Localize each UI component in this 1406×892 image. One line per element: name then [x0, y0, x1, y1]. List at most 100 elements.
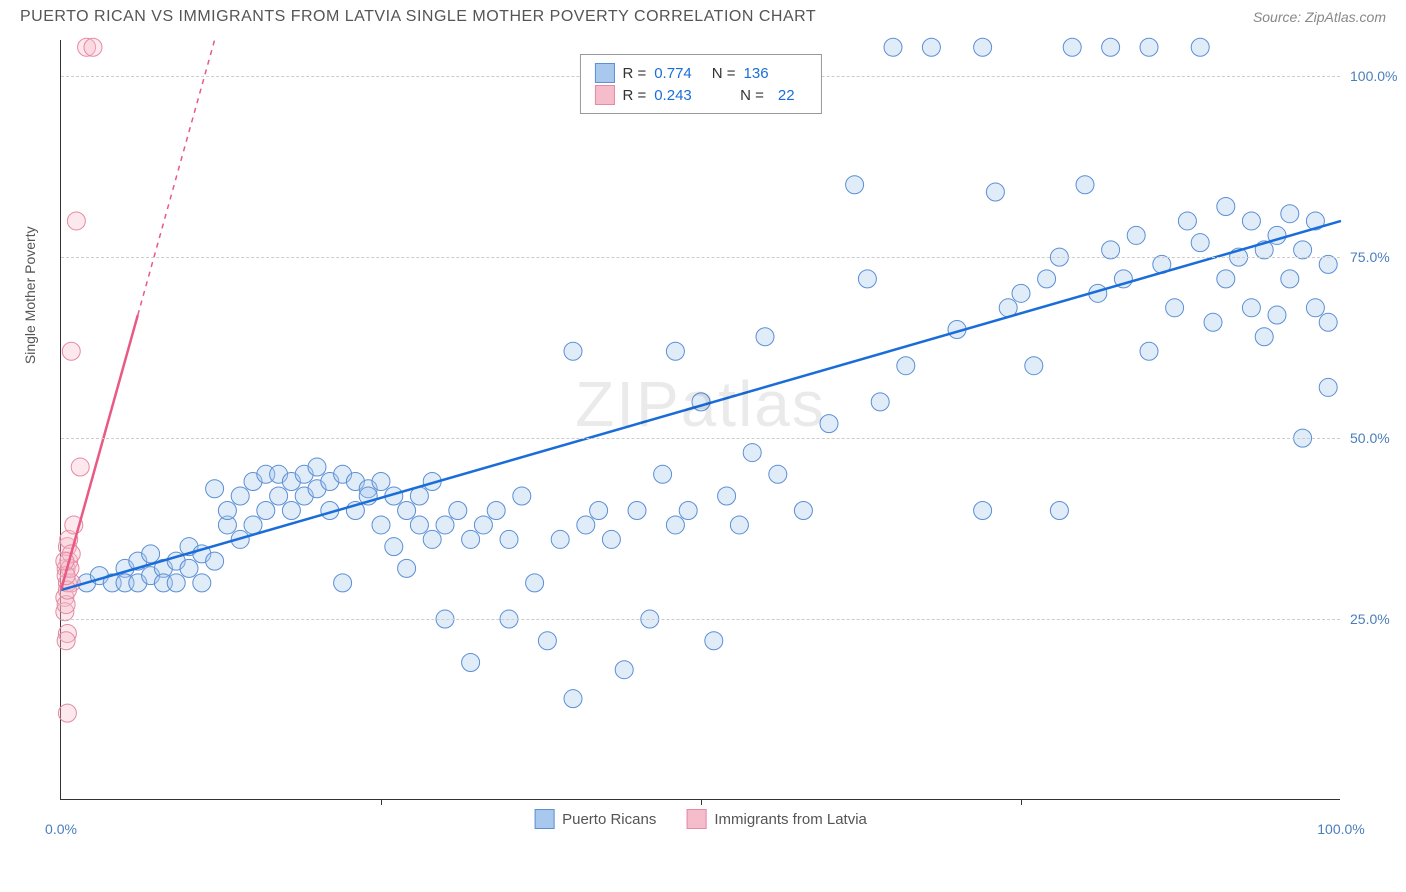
data-point [270, 487, 288, 505]
x-tick-mark [381, 799, 382, 805]
data-point [756, 328, 774, 346]
gridline-h [61, 438, 1340, 439]
data-point [628, 501, 646, 519]
x-tick-label: 0.0% [45, 821, 77, 837]
legend-bottom-label-1: Puerto Ricans [562, 811, 656, 828]
data-point [474, 516, 492, 534]
data-point [513, 487, 531, 505]
legend-bottom-label-2: Immigrants from Latvia [714, 811, 867, 828]
plot-area: ZIPatlas R = 0.774 N = 136 R = 0.243 0 N… [60, 40, 1340, 800]
data-point [679, 501, 697, 519]
r-label-1: R = [622, 65, 646, 82]
data-point [1076, 176, 1094, 194]
legend-bottom-item-1: Puerto Ricans [534, 809, 656, 829]
chart-title: PUERTO RICAN VS IMMIGRANTS FROM LATVIA S… [20, 8, 816, 26]
r-value-2: 0.243 [654, 87, 692, 104]
data-point [372, 516, 390, 534]
data-point [398, 501, 416, 519]
data-point [398, 559, 416, 577]
data-point [142, 545, 160, 563]
legend-swatch-blue [594, 63, 614, 83]
data-point [308, 458, 326, 476]
data-point [615, 661, 633, 679]
data-point [922, 38, 940, 56]
data-point [1140, 342, 1158, 360]
data-point [180, 559, 198, 577]
data-point [1319, 313, 1337, 331]
y-tick-label: 50.0% [1350, 430, 1406, 446]
data-point [858, 270, 876, 288]
n-label-2: N = [740, 87, 764, 104]
legend-stats-box: R = 0.774 N = 136 R = 0.243 0 N = 22 [579, 54, 821, 114]
data-point [1204, 313, 1222, 331]
data-point [1038, 270, 1056, 288]
data-point [1242, 212, 1260, 230]
data-point [1255, 328, 1273, 346]
data-point [1063, 38, 1081, 56]
data-point [602, 530, 620, 548]
data-point [1191, 234, 1209, 252]
data-point [244, 516, 262, 534]
data-point [62, 342, 80, 360]
data-point [1012, 284, 1030, 302]
data-point [385, 538, 403, 556]
y-tick-label: 75.0% [1350, 249, 1406, 265]
data-point [282, 501, 300, 519]
data-point [769, 465, 787, 483]
data-point [1102, 38, 1120, 56]
x-tick-mark [701, 799, 702, 805]
gridline-h [61, 257, 1340, 258]
data-point [730, 516, 748, 534]
trendline [61, 221, 1341, 590]
legend-bottom-item-2: Immigrants from Latvia [686, 809, 867, 829]
data-point [372, 473, 390, 491]
data-point [167, 574, 185, 592]
data-point [1050, 501, 1068, 519]
x-tick-mark [1021, 799, 1022, 805]
gridline-h [61, 619, 1340, 620]
data-point [718, 487, 736, 505]
data-point [58, 704, 76, 722]
legend-swatch-pink [594, 85, 614, 105]
data-point [974, 501, 992, 519]
data-point [1306, 299, 1324, 317]
data-point [564, 342, 582, 360]
data-point [1268, 306, 1286, 324]
legend-bottom: Puerto Ricans Immigrants from Latvia [534, 809, 867, 829]
data-point [820, 415, 838, 433]
data-point [846, 176, 864, 194]
legend-stats-row-1: R = 0.774 N = 136 [594, 63, 806, 83]
data-point [193, 574, 211, 592]
scatter-svg [61, 40, 1340, 799]
source-name: ZipAtlas.com [1305, 9, 1386, 25]
data-point [67, 212, 85, 230]
data-point [1319, 378, 1337, 396]
data-point [705, 632, 723, 650]
data-point [487, 501, 505, 519]
data-point [897, 357, 915, 375]
data-point [1140, 38, 1158, 56]
data-point [1178, 212, 1196, 230]
data-point [57, 632, 75, 650]
data-point [666, 342, 684, 360]
data-point [577, 516, 595, 534]
data-point [84, 38, 102, 56]
data-point [871, 393, 889, 411]
y-tick-label: 25.0% [1350, 611, 1406, 627]
r-value-1: 0.774 [654, 65, 692, 82]
chart-container: Single Mother Poverty ZIPatlas R = 0.774… [20, 30, 1386, 820]
data-point [423, 530, 441, 548]
data-point [551, 530, 569, 548]
n-value-2: 22 [778, 87, 795, 104]
x-tick-label: 100.0% [1317, 821, 1364, 837]
data-point [1281, 270, 1299, 288]
data-point [334, 574, 352, 592]
data-point [436, 516, 454, 534]
data-point [666, 516, 684, 534]
data-point [1191, 38, 1209, 56]
data-point [71, 458, 89, 476]
y-tick-label: 100.0% [1350, 68, 1406, 84]
data-point [449, 501, 467, 519]
data-point [218, 501, 236, 519]
data-point [231, 487, 249, 505]
